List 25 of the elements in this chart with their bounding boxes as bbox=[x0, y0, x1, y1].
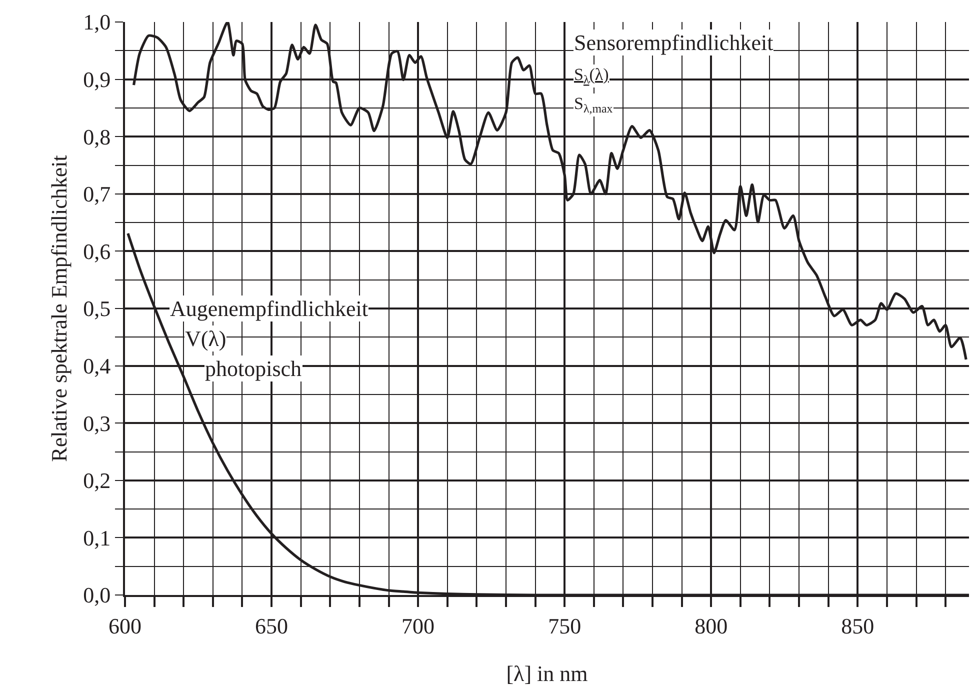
x-axis-title: [λ] in nm bbox=[506, 660, 588, 686]
y-tick-label: 0,4 bbox=[83, 354, 111, 378]
y-tick-label: 0,9 bbox=[83, 67, 111, 92]
y-tick-label: 0,6 bbox=[83, 238, 111, 264]
x-tick-label: 800 bbox=[694, 613, 728, 638]
text: Sensorempfindlichkeit bbox=[574, 30, 774, 55]
annotation: V(λ) bbox=[185, 326, 226, 351]
annotation: photopisch bbox=[205, 356, 302, 381]
y-tick-label: 0,3 bbox=[83, 410, 111, 436]
x-tick-label: 700 bbox=[402, 613, 435, 638]
y-tick-label: 0,7 bbox=[83, 182, 111, 207]
annotation: S$_{λ,max}$ bbox=[574, 94, 613, 116]
x-tick-label: 600 bbox=[108, 613, 142, 638]
y-tick-label: 0,5 bbox=[83, 296, 111, 322]
y-tick-label: 1,0 bbox=[83, 10, 111, 35]
y-tick-label: 0,8 bbox=[83, 124, 111, 150]
annotation: S$_{λ}$(λ) bbox=[574, 65, 609, 87]
y-tick-label: 0,0 bbox=[83, 582, 111, 608]
series-label: Augenempfindlichkeit bbox=[170, 296, 368, 321]
y-tick-label: 0,2 bbox=[83, 468, 111, 494]
y-tick-label: 0,1 bbox=[83, 525, 111, 550]
y-axis-title: Relative spektrale Empfindlichkeit bbox=[46, 155, 72, 462]
x-tick-label: 750 bbox=[548, 613, 582, 638]
x-tick-label: 850 bbox=[841, 613, 874, 638]
x-tick-label: 650 bbox=[255, 613, 288, 638]
